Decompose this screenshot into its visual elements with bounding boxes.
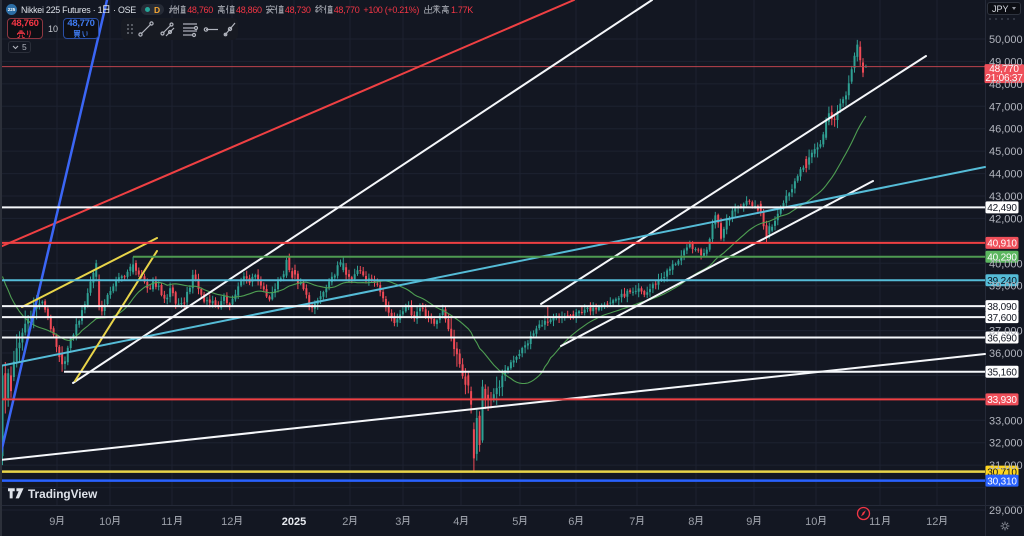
svg-text:40,290: 40,290 xyxy=(987,253,1017,264)
svg-text:39,240: 39,240 xyxy=(987,276,1017,287)
svg-text:31,000: 31,000 xyxy=(989,460,1023,472)
svg-text:48,000: 48,000 xyxy=(989,79,1023,91)
svg-text:4: 4 xyxy=(453,516,459,528)
svg-text:37,600: 37,600 xyxy=(987,313,1017,324)
svg-text:42,490: 42,490 xyxy=(987,203,1017,214)
svg-text:7: 7 xyxy=(629,516,635,528)
svg-text:2025: 2025 xyxy=(282,516,306,528)
svg-text:12: 12 xyxy=(221,516,233,528)
svg-text:43,000: 43,000 xyxy=(989,191,1023,203)
svg-text:44,000: 44,000 xyxy=(989,169,1023,181)
svg-text:37,000: 37,000 xyxy=(989,326,1023,338)
svg-text:10: 10 xyxy=(805,516,817,528)
svg-text:5: 5 xyxy=(512,516,518,528)
svg-text:12: 12 xyxy=(926,516,938,528)
svg-text:45,000: 45,000 xyxy=(989,146,1023,158)
svg-text:10: 10 xyxy=(99,516,111,528)
svg-text:46,000: 46,000 xyxy=(989,124,1023,136)
svg-text:6: 6 xyxy=(568,516,574,528)
svg-text:33,000: 33,000 xyxy=(989,415,1023,427)
svg-text:36,690: 36,690 xyxy=(987,333,1017,344)
svg-text:47,000: 47,000 xyxy=(989,101,1023,113)
svg-text:9: 9 xyxy=(49,516,55,528)
svg-text:42,000: 42,000 xyxy=(989,213,1023,225)
svg-text:39,000: 39,000 xyxy=(989,281,1023,293)
svg-text:29,000: 29,000 xyxy=(989,505,1023,517)
svg-text:3: 3 xyxy=(395,516,401,528)
svg-text:33,930: 33,930 xyxy=(987,395,1017,406)
svg-text:11: 11 xyxy=(869,516,880,528)
svg-text:30,310: 30,310 xyxy=(987,476,1017,487)
svg-text:40,000: 40,000 xyxy=(989,258,1023,270)
svg-text:49,000: 49,000 xyxy=(989,56,1023,68)
svg-text:9: 9 xyxy=(746,516,752,528)
svg-text:32,000: 32,000 xyxy=(989,438,1023,450)
svg-text:21:06:37: 21:06:37 xyxy=(985,73,1023,84)
svg-text:50,000: 50,000 xyxy=(989,34,1023,46)
svg-text:35,160: 35,160 xyxy=(987,368,1017,379)
svg-text:48,770: 48,770 xyxy=(989,64,1019,75)
svg-text:40,910: 40,910 xyxy=(987,239,1017,250)
svg-text:30,710: 30,710 xyxy=(987,467,1017,478)
svg-text:11: 11 xyxy=(161,516,172,528)
svg-text:38,090: 38,090 xyxy=(987,302,1017,313)
svg-text:2: 2 xyxy=(342,516,348,528)
svg-text:36,000: 36,000 xyxy=(989,348,1023,360)
svg-text:8: 8 xyxy=(688,516,694,528)
